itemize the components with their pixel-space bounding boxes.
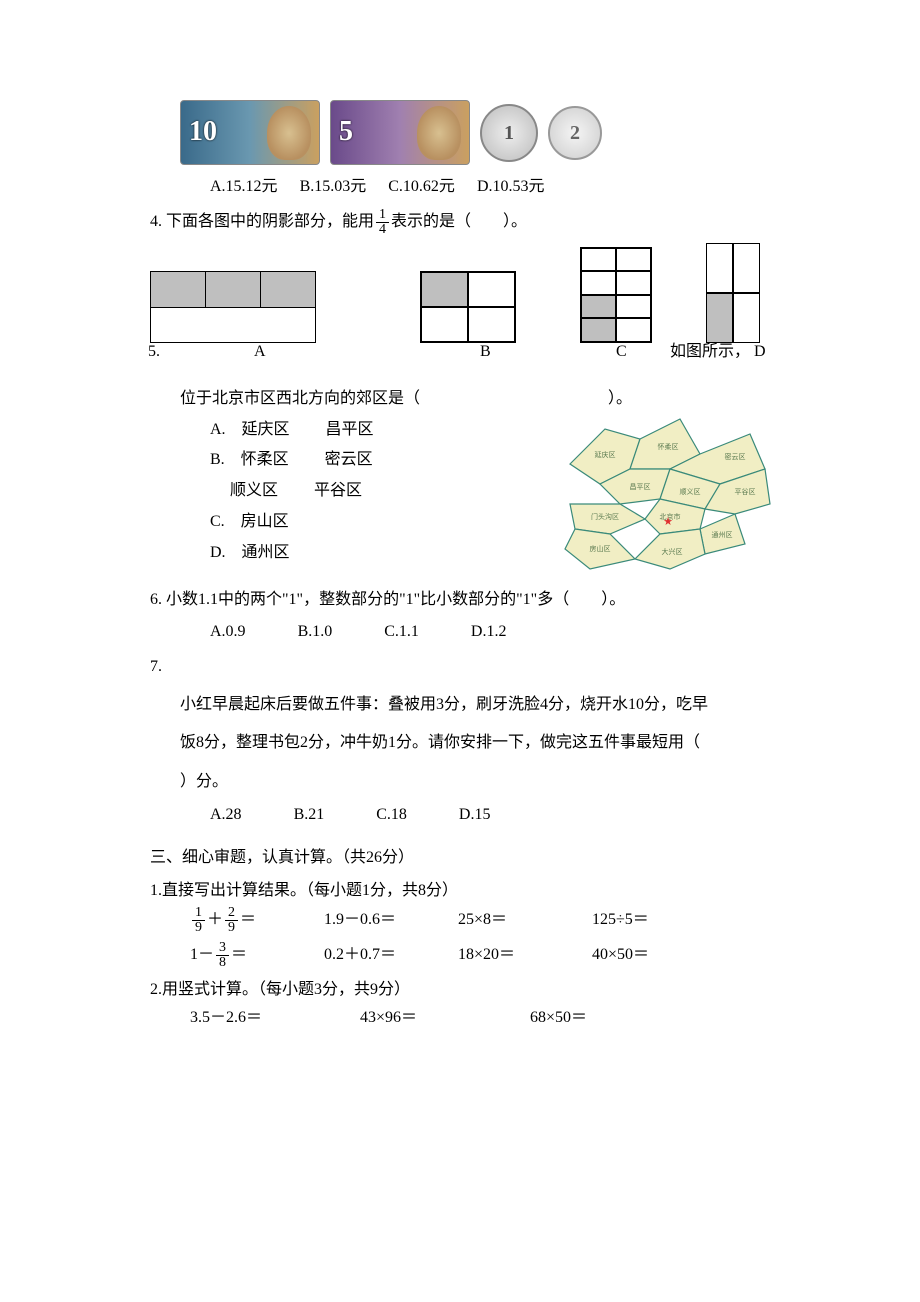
calc2-a: 3.5－2.6＝ bbox=[190, 1004, 290, 1033]
q5-line2-post: ）。 bbox=[608, 390, 632, 407]
coin-1jiao: 1 bbox=[480, 104, 538, 162]
q3-option-b: B.15.03元 bbox=[300, 178, 367, 195]
q5: 位于北京市区西北方向的郊区是（ ）。 bbox=[150, 385, 770, 568]
q7-option-b: B.21 bbox=[294, 806, 325, 823]
calc1-r1-c2: 1.9－0.6＝ bbox=[324, 906, 424, 935]
q6: 6. 小数1.1中的两个"1"，整数部分的"1"比小数部分的"1"多（ ）。 bbox=[150, 586, 770, 615]
calc2-c: 68×50＝ bbox=[530, 1004, 630, 1033]
q4-fraction: 14 bbox=[376, 208, 389, 237]
q7-option-a: A.28 bbox=[210, 806, 242, 823]
beijing-map: 延庆区 怀柔区 密云区 昌平区 顺义区 平谷区 门头沟区 北京市 通州区 房山区… bbox=[550, 409, 780, 579]
q7-body: 小红早晨起床后要做五件事：叠被用3分，刷牙洗脸4分，烧开水10分，吃早 饭8分，… bbox=[180, 686, 770, 801]
shape-d bbox=[706, 243, 760, 343]
q5-line2-pre: 位于北京市区西北方向的郊区是（ bbox=[180, 390, 420, 407]
calc1-r2-c1: 1－38＝ bbox=[190, 941, 290, 970]
portrait-icon bbox=[417, 106, 461, 160]
q4-suffix: 表示的是（ ）。 bbox=[391, 213, 527, 230]
q7-line2: 饭8分，整理书包2分，冲牛奶1分。请你安排一下，做完这五件事最短用（ bbox=[180, 724, 770, 762]
calc1-r2-c4: 40×50＝ bbox=[592, 941, 692, 970]
svg-text:密云区: 密云区 bbox=[725, 452, 746, 461]
svg-text:房山区: 房山区 bbox=[590, 544, 611, 553]
portrait-icon bbox=[267, 106, 311, 160]
calc1-row2: 1－38＝ 0.2＋0.7＝ 18×20＝ 40×50＝ bbox=[190, 941, 770, 970]
calc1-r2-c2: 0.2＋0.7＝ bbox=[324, 941, 424, 970]
money-images: 10 5 1 2 bbox=[180, 100, 770, 165]
q7-options: A.28 B.21 C.18 D.15 bbox=[210, 801, 770, 830]
q5-number: 5. bbox=[148, 343, 160, 360]
map-svg: 延庆区 怀柔区 密云区 昌平区 顺义区 平谷区 门头沟区 北京市 通州区 房山区… bbox=[550, 409, 780, 579]
calc2-row: 3.5－2.6＝ 43×96＝ 68×50＝ bbox=[190, 1004, 770, 1033]
shape-c bbox=[580, 247, 652, 343]
q7-line3: ）分。 bbox=[180, 763, 770, 801]
coin-2fen: 2 bbox=[548, 106, 602, 160]
calc1-r1-c4: 125÷5＝ bbox=[592, 906, 692, 935]
q6-option-b: B.1.0 bbox=[298, 623, 333, 640]
q4-label-d: D bbox=[754, 338, 766, 367]
q7-option-d: D.15 bbox=[459, 806, 491, 823]
q3-option-a: A.15.12元 bbox=[210, 178, 278, 195]
calc1-title: 1.直接写出计算结果。（每小题1分，共8分） bbox=[150, 877, 770, 906]
q4-label-a: A bbox=[254, 338, 266, 367]
q6-option-d: D.1.2 bbox=[471, 623, 507, 640]
calc1-r2-c3: 18×20＝ bbox=[458, 941, 558, 970]
shape-b bbox=[420, 271, 516, 343]
q7-number: 7. bbox=[150, 658, 162, 675]
q4-frac-num: 1 bbox=[376, 208, 389, 223]
svg-text:平谷区: 平谷区 bbox=[735, 487, 756, 496]
svg-text:门头沟区: 门头沟区 bbox=[591, 512, 619, 521]
q7-option-c: C.18 bbox=[376, 806, 407, 823]
coin-1jiao-label: 1 bbox=[504, 115, 514, 151]
q4-label-c: C bbox=[616, 338, 627, 367]
exam-page: 10 5 1 2 A.15.12元 B.15.03元 C.10.62元 D.10… bbox=[0, 0, 920, 1119]
section-3-title: 三、细心审题，认真计算。（共26分） bbox=[150, 844, 770, 873]
q5-line1: 如图所示， bbox=[670, 338, 750, 367]
q6-options: A.0.9 B.1.0 C.1.1 D.1.2 bbox=[210, 618, 770, 647]
q4-label-b: B bbox=[480, 338, 491, 367]
calc2-title: 2.用竖式计算。（每小题3分，共9分） bbox=[150, 976, 770, 1005]
svg-text:怀柔区: 怀柔区 bbox=[658, 442, 679, 451]
svg-text:延庆区: 延庆区 bbox=[595, 450, 616, 459]
q3-option-c: C.10.62元 bbox=[388, 178, 455, 195]
svg-text:顺义区: 顺义区 bbox=[680, 488, 701, 496]
svg-text:★: ★ bbox=[663, 516, 673, 528]
calc1-r1-c1: 19＋29＝ bbox=[190, 906, 290, 935]
q3-options: A.15.12元 B.15.03元 C.10.62元 D.10.53元 bbox=[210, 173, 770, 202]
q7-line1: 小红早晨起床后要做五件事：叠被用3分，刷牙洗脸4分，烧开水10分，吃早 bbox=[180, 686, 770, 724]
coin-2fen-label: 2 bbox=[570, 115, 580, 151]
svg-text:昌平区: 昌平区 bbox=[630, 483, 651, 491]
banknote-10-denom: 10 bbox=[189, 107, 217, 157]
calc2-b: 43×96＝ bbox=[360, 1004, 460, 1033]
banknote-10: 10 bbox=[180, 100, 320, 165]
q4: 4. 下面各图中的阴影部分，能用14表示的是（ ）。 bbox=[150, 208, 770, 237]
svg-text:大兴区: 大兴区 bbox=[662, 547, 683, 556]
q3-option-d: D.10.53元 bbox=[477, 178, 545, 195]
q6-text: 6. 小数1.1中的两个"1"，整数部分的"1"比小数部分的"1"多（ ）。 bbox=[150, 591, 625, 608]
q4-shapes: 5. A B C 如图所示， D bbox=[150, 247, 770, 367]
q4-prefix: 4. 下面各图中的阴影部分，能用 bbox=[150, 213, 374, 230]
q6-option-c: C.1.1 bbox=[384, 623, 419, 640]
calc1-r1-c3: 25×8＝ bbox=[458, 906, 558, 935]
shape-a bbox=[150, 271, 316, 343]
q4-frac-den: 4 bbox=[376, 223, 389, 237]
banknote-5: 5 bbox=[330, 100, 470, 165]
calc1-row1: 19＋29＝ 1.9－0.6＝ 25×8＝ 125÷5＝ bbox=[190, 906, 770, 935]
q7: 7. bbox=[150, 653, 770, 682]
q6-option-a: A.0.9 bbox=[210, 623, 246, 640]
banknote-5-denom: 5 bbox=[339, 107, 353, 157]
svg-text:通州区: 通州区 bbox=[712, 530, 733, 539]
